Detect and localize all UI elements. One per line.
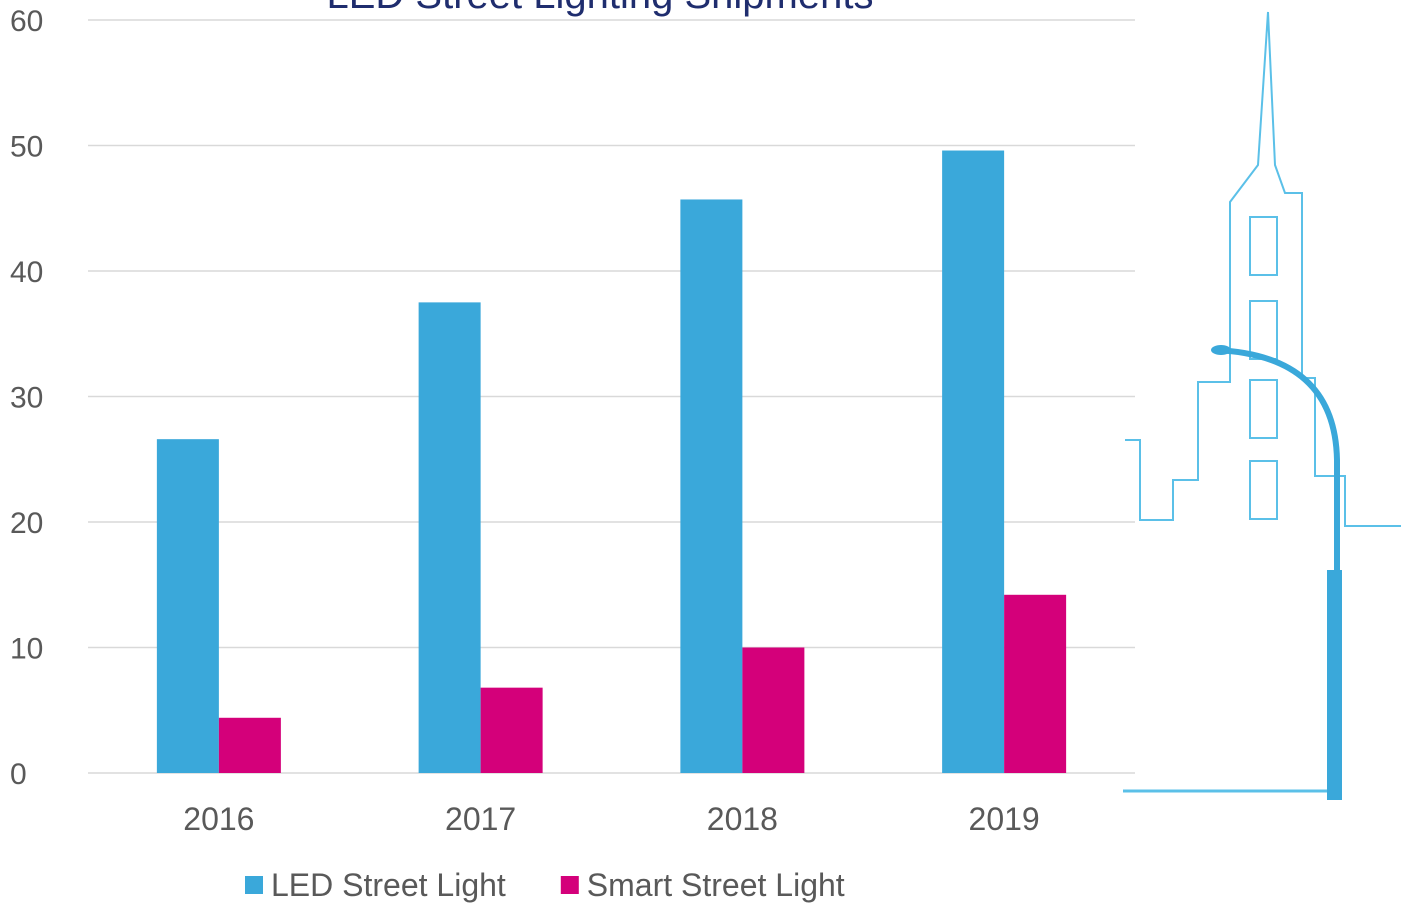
x-tick-label: 2016 xyxy=(183,801,254,837)
legend-label: Smart Street Light xyxy=(587,867,845,903)
y-tick-label: 20 xyxy=(10,507,43,540)
legend-swatch xyxy=(245,876,263,894)
legend-swatch xyxy=(561,876,579,894)
bar xyxy=(157,439,219,773)
bar xyxy=(742,648,804,774)
decoration xyxy=(1123,12,1401,800)
x-tick-label: 2018 xyxy=(707,801,778,837)
bar xyxy=(419,302,481,773)
chart: LED Street Lighting Shipments 0 10 20 30 40 5… xyxy=(0,0,1401,905)
bar xyxy=(219,718,281,773)
y-tick-label: 10 xyxy=(10,633,43,666)
x-tick-label: 2017 xyxy=(445,801,516,837)
chart-title: LED Street Lighting Shipments xyxy=(327,0,874,17)
x-tick-label: 2019 xyxy=(969,801,1040,837)
y-tick-label: 50 xyxy=(10,131,43,164)
bar xyxy=(680,199,742,773)
bar xyxy=(481,688,543,773)
y-tick-label: 40 xyxy=(10,256,43,289)
legend-label: LED Street Light xyxy=(271,867,506,903)
bar xyxy=(942,151,1004,773)
y-tick-label: 60 xyxy=(10,5,43,38)
y-tick-label: 0 xyxy=(10,758,27,791)
bar xyxy=(1004,595,1066,773)
y-tick-label: 30 xyxy=(10,382,43,415)
